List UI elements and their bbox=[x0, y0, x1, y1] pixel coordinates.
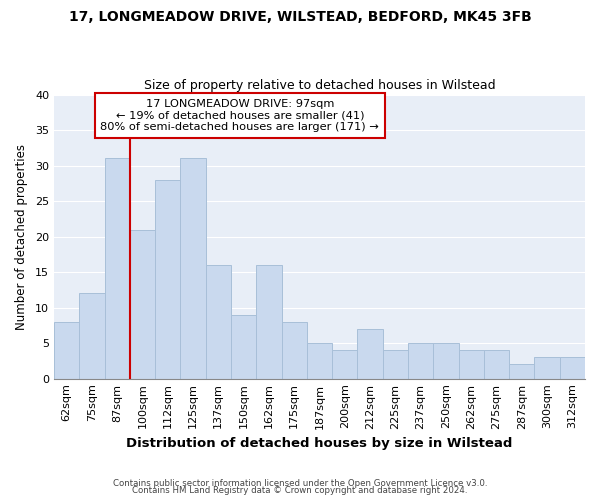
Bar bbox=[155, 180, 181, 378]
Y-axis label: Number of detached properties: Number of detached properties bbox=[15, 144, 28, 330]
Bar bbox=[79, 294, 104, 378]
Text: 17, LONGMEADOW DRIVE, WILSTEAD, BEDFORD, MK45 3FB: 17, LONGMEADOW DRIVE, WILSTEAD, BEDFORD,… bbox=[68, 10, 532, 24]
Bar bbox=[54, 322, 79, 378]
Bar bbox=[358, 329, 383, 378]
Bar bbox=[560, 358, 585, 378]
Bar bbox=[181, 158, 206, 378]
Text: Contains public sector information licensed under the Open Government Licence v3: Contains public sector information licen… bbox=[113, 478, 487, 488]
X-axis label: Distribution of detached houses by size in Wilstead: Distribution of detached houses by size … bbox=[126, 437, 512, 450]
Bar bbox=[509, 364, 535, 378]
Bar bbox=[281, 322, 307, 378]
Bar bbox=[408, 343, 433, 378]
Bar bbox=[458, 350, 484, 378]
Bar bbox=[383, 350, 408, 378]
Bar bbox=[307, 343, 332, 378]
Bar bbox=[535, 358, 560, 378]
Bar bbox=[332, 350, 358, 378]
Bar bbox=[256, 265, 281, 378]
Title: Size of property relative to detached houses in Wilstead: Size of property relative to detached ho… bbox=[143, 79, 495, 92]
Text: 17 LONGMEADOW DRIVE: 97sqm
← 19% of detached houses are smaller (41)
80% of semi: 17 LONGMEADOW DRIVE: 97sqm ← 19% of deta… bbox=[100, 99, 379, 132]
Text: Contains HM Land Registry data © Crown copyright and database right 2024.: Contains HM Land Registry data © Crown c… bbox=[132, 486, 468, 495]
Bar bbox=[484, 350, 509, 378]
Bar bbox=[231, 315, 256, 378]
Bar bbox=[433, 343, 458, 378]
Bar bbox=[130, 230, 155, 378]
Bar bbox=[206, 265, 231, 378]
Bar bbox=[104, 158, 130, 378]
